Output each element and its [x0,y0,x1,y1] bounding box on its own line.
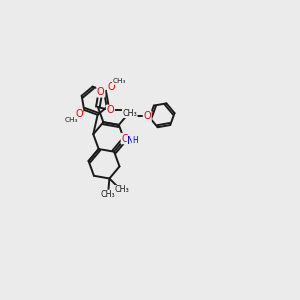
Text: O: O [75,110,83,119]
Text: O: O [143,111,151,121]
Text: O: O [108,82,115,92]
Text: O: O [97,87,105,97]
Text: H: H [132,136,138,145]
Text: CH₃: CH₃ [64,117,78,123]
Text: O: O [106,105,114,115]
Text: CH₃: CH₃ [122,109,137,118]
Text: CH₃: CH₃ [114,185,129,194]
Text: CH₃: CH₃ [100,190,115,199]
Text: CH₃: CH₃ [112,78,126,84]
Text: N: N [128,136,135,146]
Text: O: O [121,134,129,144]
